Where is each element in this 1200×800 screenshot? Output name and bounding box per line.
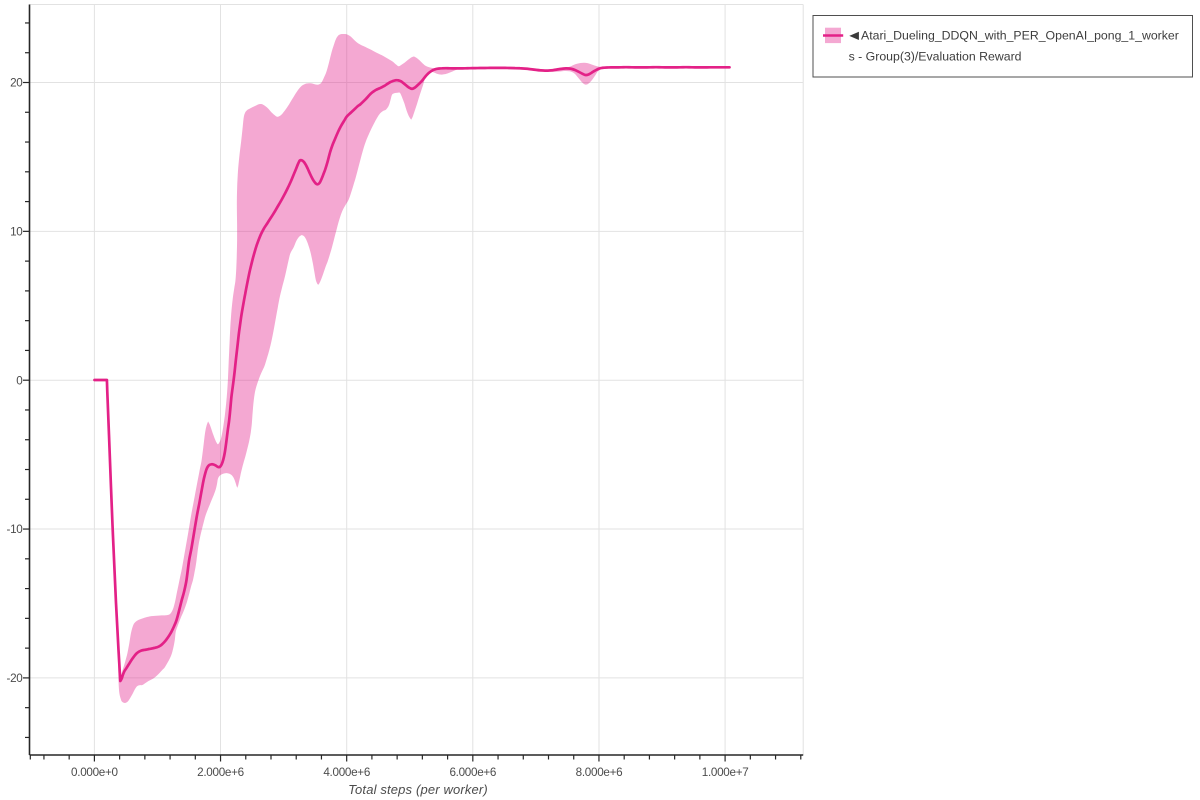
svg-text:0.000e+0: 0.000e+0 [71, 766, 118, 779]
svg-text:4.000e+6: 4.000e+6 [323, 766, 370, 779]
svg-text:Total steps (per worker): Total steps (per worker) [348, 782, 488, 797]
svg-text:2.000e+6: 2.000e+6 [197, 766, 244, 779]
svg-text:s - Group(3)/Evaluation Reward: s - Group(3)/Evaluation Reward [849, 50, 1022, 64]
svg-text:6.000e+6: 6.000e+6 [449, 766, 496, 779]
svg-text:Atari_Dueling_DDQN_with_PER_Op: Atari_Dueling_DDQN_with_PER_OpenAI_pong_… [861, 29, 1179, 43]
svg-text:8.000e+6: 8.000e+6 [576, 766, 623, 779]
svg-text:-20: -20 [7, 672, 24, 685]
svg-text:0: 0 [16, 374, 23, 387]
svg-text:20: 20 [10, 77, 23, 90]
svg-text:1.000e+7: 1.000e+7 [702, 766, 749, 779]
svg-text:10: 10 [10, 225, 23, 238]
svg-text:-10: -10 [7, 523, 24, 536]
